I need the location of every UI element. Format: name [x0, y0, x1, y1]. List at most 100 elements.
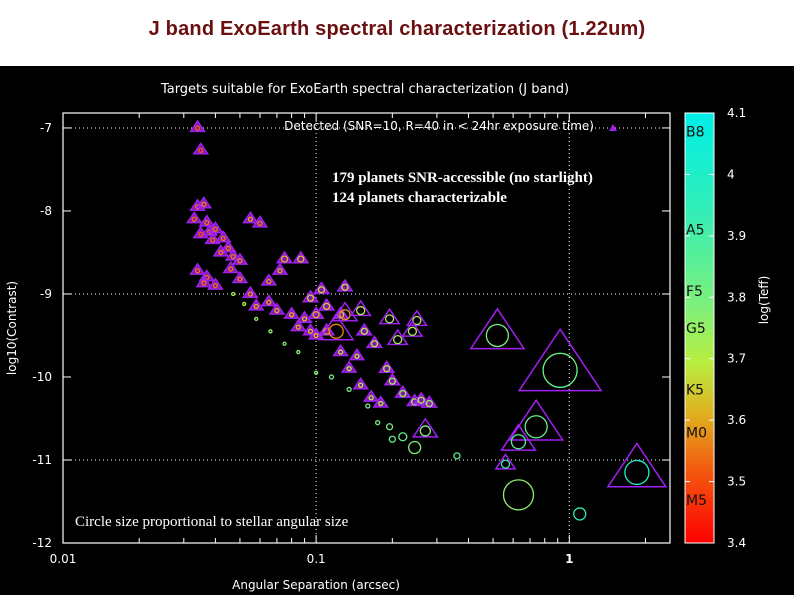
- x-tick-label: 1: [565, 552, 573, 566]
- planet-marker-circle: [356, 305, 366, 316]
- detected-marker-triangle: [336, 278, 354, 292]
- planet-marker-circle: [228, 266, 234, 272]
- planet-marker-circle: [339, 309, 351, 321]
- planet-marker-circle: [194, 125, 201, 131]
- planet-marker-circle: [417, 396, 425, 404]
- planet-marker-circle: [500, 459, 511, 469]
- planet-marker-circle: [383, 365, 391, 373]
- detected-marker-triangle: [355, 322, 373, 336]
- planet-marker-circle: [328, 374, 335, 380]
- planet-marker-circle: [295, 324, 301, 330]
- spectral-type-label: B8: [686, 124, 705, 140]
- planet-marker-circle: [317, 286, 326, 294]
- planet-marker-circle: [237, 258, 243, 264]
- y-tick-label: -7: [40, 121, 52, 135]
- x-axis-ticks: 0.01 0.1 1: [50, 113, 646, 566]
- planet-marker-circle: [453, 452, 461, 460]
- detected-marker-triangle: [378, 307, 401, 325]
- planet-marker-circle: [354, 353, 360, 359]
- planet-marker-circle: [225, 245, 232, 251]
- planet-marker-circle: [365, 403, 371, 409]
- planet-marker-circle: [346, 366, 352, 372]
- detected-marker-triangle: [312, 281, 331, 295]
- planet-marker-circle: [322, 302, 331, 311]
- colorbar-tick-label: 3.9: [727, 229, 746, 243]
- planet-marker-circle: [237, 276, 243, 282]
- y-tick-label: -12: [32, 536, 52, 550]
- detected-marker-triangle: [500, 423, 537, 451]
- planet-marker-circle: [280, 255, 289, 263]
- detected-marker-triangle: [517, 327, 603, 392]
- detected-marker-triangle: [317, 313, 355, 341]
- planet-marker-circle: [346, 386, 352, 393]
- planet-marker-circle: [312, 311, 320, 319]
- planet-marker-circle: [378, 400, 384, 407]
- chart-title: Targets suitable for ExoEarth spectral c…: [160, 82, 569, 97]
- detected-marker-triangle: [394, 384, 412, 398]
- colorbar: 4.1 4 3.9 3.8 3.7 3.6 3.5 3.4 B8 A5 F5 G5 K5 M0 M5 lo…: [684, 106, 771, 550]
- planet-marker-circle: [257, 220, 263, 227]
- detected-marker-triangle: [383, 372, 401, 386]
- planet-marker-circle: [247, 291, 254, 297]
- planet-marker-circle: [368, 395, 374, 401]
- detected-marker-triangle: [405, 309, 428, 327]
- planet-marker-circle: [230, 291, 236, 297]
- planet-marker-circle: [370, 340, 379, 348]
- planet-marker-circle: [307, 328, 314, 334]
- planet-marker-circle: [277, 268, 283, 274]
- detected-marker-triangle: [401, 320, 424, 337]
- planet-marker-circle: [266, 299, 272, 305]
- legend-triangle-icon: [609, 124, 617, 131]
- planet-marker-circle: [247, 216, 254, 222]
- spectral-type-label: M5: [686, 493, 707, 509]
- detected-marker-triangle: [606, 442, 668, 488]
- planet-marker-circle: [398, 432, 408, 442]
- detected-marker-triangle: [349, 299, 372, 317]
- x-axis-label: Angular Separation (arcsec): [232, 578, 400, 592]
- detected-marker-triangle: [275, 250, 294, 264]
- annotation-circle-size: Circle size proportional to stellar angu…: [75, 514, 349, 530]
- planet-marker-circle: [204, 219, 210, 226]
- detected-marker-triangle: [494, 453, 517, 470]
- planet-marker-circle: [218, 249, 224, 256]
- planet-marker-circle: [209, 237, 216, 243]
- colorbar-tick-label: 4: [727, 167, 735, 181]
- colorbar-tick-label: 3.6: [727, 413, 746, 427]
- planet-marker-circle: [328, 323, 344, 339]
- data-points: [185, 119, 668, 521]
- detected-marker-triangle: [411, 417, 439, 438]
- y-tick-label: -9: [40, 287, 52, 301]
- planet-marker-circle: [338, 349, 344, 355]
- planet-marker-circle: [360, 327, 368, 335]
- planet-marker-circle: [399, 389, 407, 398]
- planet-marker-circle: [274, 307, 280, 314]
- legend-label: Detected (SNR=10, R=40 in < 24hr exposur…: [284, 119, 594, 133]
- planet-marker-circle: [388, 377, 396, 385]
- y-axis-label: log10(Contrast): [5, 281, 19, 375]
- annotation-snr-accessible: 179 planets SNR-accessible (no starlight…: [332, 170, 593, 186]
- planet-marker-circle: [510, 434, 527, 450]
- colorbar-tick-label: 3.7: [727, 352, 746, 366]
- detected-marker-triangle: [469, 307, 526, 350]
- detected-marker-triangle: [508, 398, 565, 441]
- spectral-type-label: A5: [686, 223, 704, 239]
- planet-marker-circle: [485, 323, 510, 348]
- plot-frame: [62, 112, 671, 544]
- planet-marker-circle: [419, 425, 431, 437]
- colorbar-tick-label: 3.5: [727, 475, 746, 489]
- y-tick-label: -10: [32, 370, 52, 384]
- planet-marker-circle: [388, 435, 396, 443]
- detected-marker-triangle: [331, 301, 359, 322]
- planet-marker-circle: [288, 312, 295, 318]
- colorbar-ticks: 4.1 4 3.9 3.8 3.7 3.6 3.5 3.4: [685, 106, 746, 550]
- colorbar-label: log(Teff): [757, 276, 771, 325]
- planet-marker-circle: [573, 507, 587, 521]
- colorbar-gradient: [684, 112, 715, 544]
- planet-marker-circle: [198, 231, 204, 237]
- y-axis-ticks: -7 -8 -9 -10 -11 -12: [32, 121, 670, 550]
- planet-marker-circle: [253, 303, 259, 310]
- planet-marker-circle: [201, 280, 207, 286]
- planet-marker-circle: [313, 370, 319, 375]
- slide-title: J band ExoEarth spectral characterizatio…: [148, 18, 646, 40]
- planet-marker-circle: [198, 147, 204, 154]
